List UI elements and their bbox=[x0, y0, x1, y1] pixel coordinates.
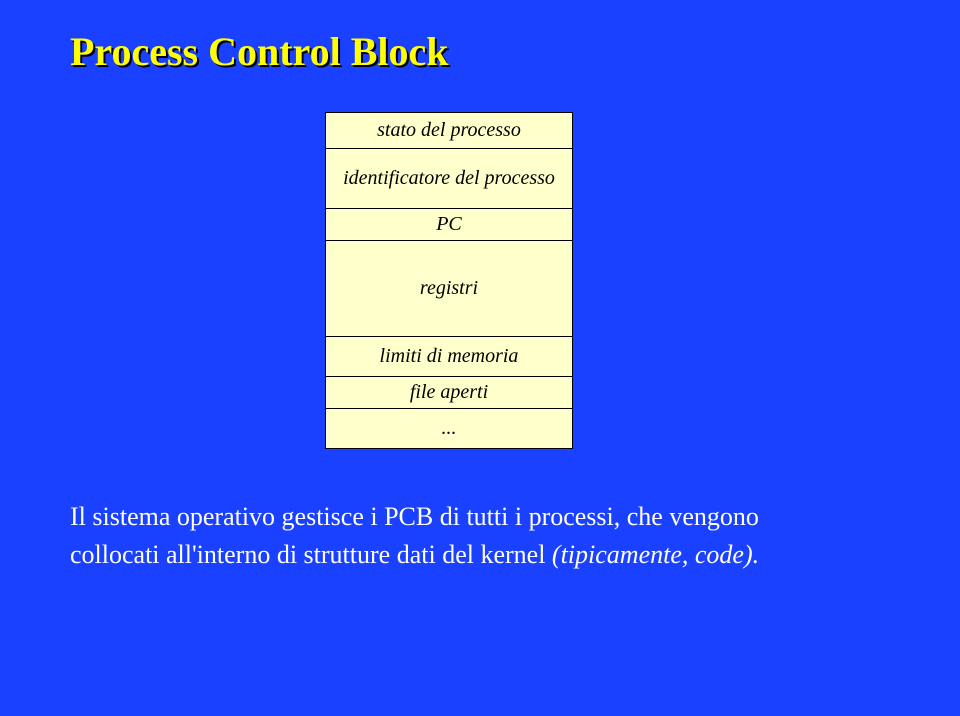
caption-line2-plain: collocati all'interno di strutture dati … bbox=[70, 540, 552, 569]
caption-line2: collocati all'interno di strutture dati … bbox=[70, 536, 759, 574]
pcb-row-registri: registri bbox=[326, 241, 573, 337]
caption-block: Il sistema operativo gestisce i PCB di t… bbox=[70, 498, 759, 574]
pcb-row-limiti: limiti di memoria bbox=[326, 337, 573, 377]
pcb-row-pc: PC bbox=[326, 209, 573, 241]
pcb-row-identificatore: identificatore del processo bbox=[326, 149, 573, 209]
pcb-row-ellipsis: ... bbox=[326, 409, 573, 449]
pcb-table: stato del processo identificatore del pr… bbox=[325, 112, 573, 449]
slide-title: Process Control Block bbox=[70, 28, 449, 75]
pcb-row-stato: stato del processo bbox=[326, 113, 573, 149]
caption-line2-italic: (tipicamente, code). bbox=[552, 540, 759, 569]
caption-line1: Il sistema operativo gestisce i PCB di t… bbox=[70, 498, 759, 536]
pcb-row-file: file aperti bbox=[326, 377, 573, 409]
